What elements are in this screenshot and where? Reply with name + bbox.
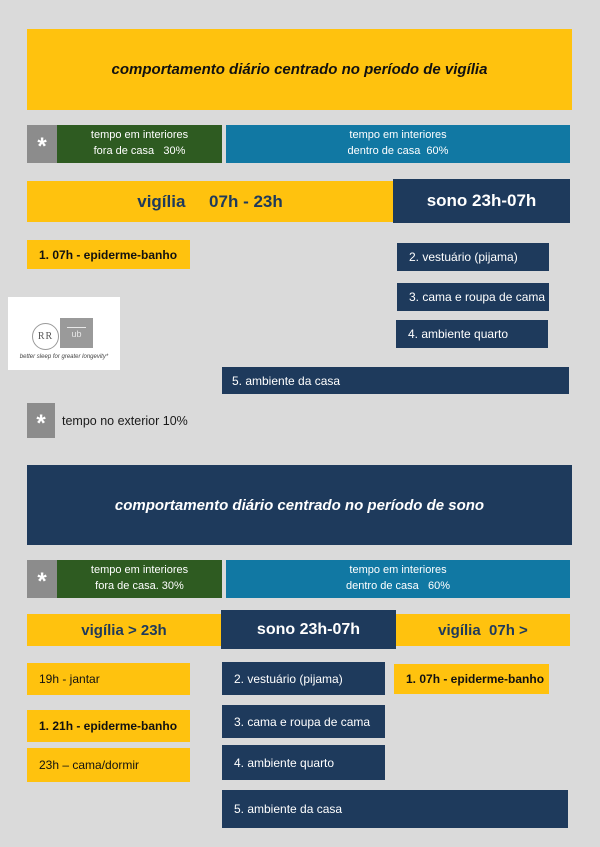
sono-col3-item-1: 1. 07h - epiderme-banho	[394, 664, 549, 694]
vigilia-timeline-sleep: sono 23h-07h	[393, 179, 570, 223]
item-label: 1. 21h - epiderme-banho	[39, 719, 178, 733]
vigilia-legend-outdoors: tempo em interiores fora de casa 30%	[57, 125, 222, 163]
item-label: 5. ambiente da casa	[232, 373, 341, 388]
item-label: 2. vestuário (pijama)	[234, 671, 343, 686]
legend-line: dentro de casa 60%	[346, 580, 450, 592]
legend-line: tempo em interiores	[90, 564, 189, 577]
vigilia-item-5: 5. ambiente da casa	[222, 367, 569, 394]
vigilia-item-2: 2. vestuário (pijama)	[397, 243, 549, 271]
sono-col2-item-4: 5. ambiente da casa	[222, 790, 568, 828]
sono-legend-asterisk-box: *	[27, 560, 57, 598]
item-label: 3. cama e roupa de cama	[234, 714, 371, 729]
sono-col2-item-3: 4. ambiente quarto	[222, 745, 385, 780]
footnote-label: tempo no exterior 10%	[62, 413, 188, 428]
item-label: 5. ambiente da casa	[234, 802, 343, 816]
sono-col2-item-2: 3. cama e roupa de cama	[222, 705, 385, 738]
legend-line: dentro de casa 60%	[347, 145, 449, 157]
item-label: 2. vestuário (pijama)	[409, 250, 518, 264]
logo-monogram: RR	[37, 331, 54, 342]
sono-banner-title: comportamento diário centrado no período…	[114, 496, 485, 514]
vigilia-banner-title: comportamento diário centrado no período…	[111, 61, 488, 78]
legend-line: tempo em interiores	[349, 564, 447, 577]
asterisk-icon: *	[37, 133, 47, 160]
timeline-sleep-label: sono 23h-07h	[426, 191, 537, 210]
item-label: 4. ambiente quarto	[408, 327, 509, 341]
sono-column-header-wake-before: vigília > 23h	[27, 614, 221, 646]
vigilia-legend-asterisk-box: *	[27, 125, 57, 163]
sono-col1-item-2: 1. 21h - epiderme-banho	[27, 710, 190, 742]
vigilia-footnote: tempo no exterior 10%	[62, 403, 188, 438]
vigilia-banner: comportamento diário centrado no período…	[27, 29, 572, 110]
logo-tagline: better sleep for greater longevity*	[19, 354, 109, 360]
vigilia-item-3: 3. cama e roupa de cama	[397, 283, 549, 311]
column-header-label: vigília 07h >	[438, 621, 528, 639]
sono-legend-indoors: tempo em interiores dentro de casa 60%	[226, 560, 570, 598]
legend-line: tempo em interiores	[349, 129, 447, 142]
sono-legend-outdoors: tempo em interiores fora de casa. 30%	[57, 560, 222, 598]
item-label: 3. cama e roupa de cama	[409, 290, 546, 304]
column-header-label: sono 23h-07h	[256, 620, 361, 638]
sono-col2-item-1: 2. vestuário (pijama)	[222, 662, 385, 695]
sono-column-header-sleep: sono 23h-07h	[221, 610, 396, 649]
legend-line: fora de casa 30%	[93, 145, 186, 157]
item-label: 19h - jantar	[39, 672, 100, 686]
item-label: 1. 07h - epiderme-banho	[39, 247, 178, 262]
sono-col1-item-3: 23h – cama/dormir	[27, 748, 190, 782]
vigilia-footnote-asterisk-box: *	[27, 403, 55, 438]
item-label: 4. ambiente quarto	[234, 755, 335, 770]
logo-square-text: ub	[67, 327, 86, 339]
vigilia-item-4: 4. ambiente quarto	[396, 320, 548, 348]
logo-square: ub	[60, 318, 93, 348]
vigilia-item-1: 1. 07h - epiderme-banho	[27, 240, 190, 269]
item-label: 23h – cama/dormir	[39, 758, 140, 772]
legend-line: tempo em interiores	[90, 129, 189, 142]
asterisk-icon: *	[36, 409, 46, 437]
vigilia-timeline-wake: vigília 07h - 23h	[27, 181, 393, 222]
timeline-wake-label: vigília 07h - 23h	[137, 191, 283, 211]
vigilia-legend-indoors: tempo em interiores dentro de casa 60%	[226, 125, 570, 163]
legend-line: fora de casa. 30%	[95, 580, 184, 592]
asterisk-icon: *	[37, 568, 47, 595]
sono-col1-item-1: 19h - jantar	[27, 663, 190, 695]
brand-logo: RR ub better sleep for greater longevity…	[8, 297, 120, 370]
sono-column-header-wake-after: vigília 07h >	[396, 614, 570, 646]
column-header-label: vigília > 23h	[81, 621, 167, 639]
logo-monogram-circle: RR	[32, 323, 59, 350]
sono-banner: comportamento diário centrado no período…	[27, 465, 572, 545]
item-label: 1. 07h - epiderme-banho	[406, 672, 545, 686]
